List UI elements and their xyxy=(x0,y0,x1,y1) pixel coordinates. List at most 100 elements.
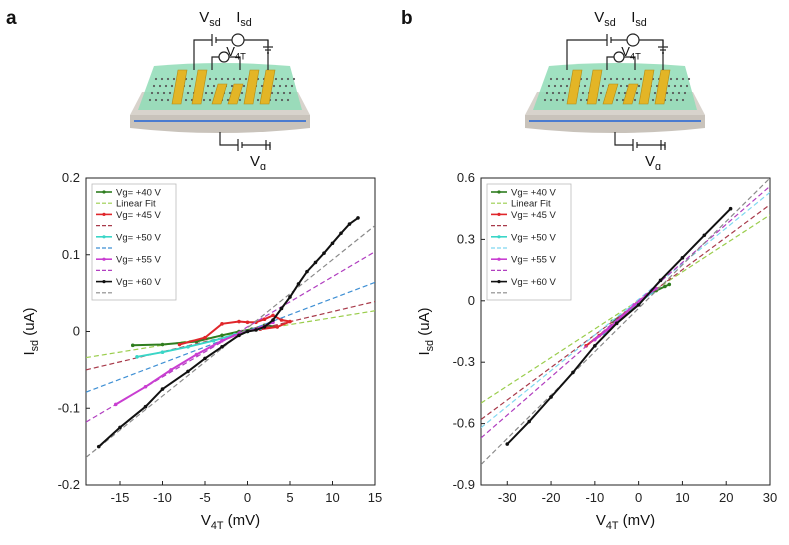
series-group xyxy=(481,178,770,465)
y-tick-label: 0 xyxy=(468,293,475,308)
data-point xyxy=(237,333,241,338)
data-point xyxy=(305,269,309,274)
data-point xyxy=(186,345,190,349)
data-point xyxy=(614,321,619,326)
substrate xyxy=(525,115,705,133)
data-point xyxy=(203,335,207,340)
panel-letter-b: b xyxy=(401,8,413,29)
y-axis-label: Isd (uA) xyxy=(416,307,436,355)
data-point xyxy=(275,325,280,329)
data-point xyxy=(96,444,101,449)
data-point xyxy=(194,352,199,357)
x-tick-label: -5 xyxy=(199,490,211,505)
data-point xyxy=(288,295,292,299)
vg-label: Vg xyxy=(645,153,661,170)
x-tick-label: 30 xyxy=(763,490,777,505)
y-tick-label: 0 xyxy=(73,324,80,339)
data-point xyxy=(262,325,267,329)
data-point xyxy=(211,338,216,343)
data-point xyxy=(636,303,641,307)
data-point xyxy=(160,350,165,355)
data-point xyxy=(680,256,685,260)
y-tick-label: -0.9 xyxy=(453,477,475,492)
legend-label: Linear Fit xyxy=(116,199,156,210)
data-point xyxy=(143,384,148,389)
data-point xyxy=(347,222,352,226)
device-schematic-b: Vsd Isd V4T Vg xyxy=(525,9,705,170)
circuit-wiring xyxy=(193,33,273,151)
y-axis-label: Isd (uA) xyxy=(21,307,41,355)
legend-label: Vg= +50 V xyxy=(116,232,162,243)
fit-line xyxy=(481,178,770,465)
gold-electrodes xyxy=(171,69,276,105)
data-point xyxy=(262,317,267,322)
y-tick-label: 0.1 xyxy=(62,247,80,262)
legend-label: Vg= +55 V xyxy=(511,255,557,266)
data-point xyxy=(220,338,224,343)
vsd-label: Vsd xyxy=(199,9,220,29)
data-point xyxy=(177,342,182,347)
iv-chart-b: -30 -20 -10 0 10 20 30 -0.9 -0.6 -0.3 0 0.3 0.6 Vg= +… xyxy=(416,170,777,532)
y-tick-label: -0.1 xyxy=(58,400,80,415)
vg-label: Vg xyxy=(250,153,266,170)
data-point xyxy=(356,216,360,220)
gold-electrodes xyxy=(566,69,671,105)
series-line xyxy=(179,314,294,346)
panel-letter-a: a xyxy=(6,8,17,29)
data-point xyxy=(169,368,173,372)
fit-line xyxy=(481,191,770,429)
data-point xyxy=(113,402,118,407)
data-point xyxy=(245,320,250,325)
x-tick-label: 15 xyxy=(368,490,382,505)
y-tick-label: -0.2 xyxy=(58,477,80,492)
x-axis-label: V4T (mV) xyxy=(596,512,655,532)
legend-label: Vg= +40 V xyxy=(511,188,557,199)
data-point xyxy=(593,344,597,348)
y-tick-label: 0.2 xyxy=(62,170,80,185)
x-tick-label: 0 xyxy=(244,490,251,505)
x-tick-label: -20 xyxy=(542,490,561,505)
data-point xyxy=(271,318,275,322)
data-point xyxy=(505,442,510,446)
device-schematic-a: Vsd Isd V4T Vg xyxy=(130,9,310,170)
isd-label: Isd xyxy=(236,9,252,29)
data-point xyxy=(339,231,343,236)
data-point xyxy=(279,306,284,311)
data-point xyxy=(296,282,301,286)
data-point xyxy=(220,333,224,338)
data-point xyxy=(130,343,135,348)
data-point xyxy=(160,342,165,347)
x-tick-label: 10 xyxy=(325,490,339,505)
data-point xyxy=(322,251,326,256)
fit-line xyxy=(481,214,770,404)
data-point xyxy=(220,322,224,326)
data-point xyxy=(288,319,292,324)
data-point xyxy=(220,345,224,349)
x-tick-label: -10 xyxy=(153,490,172,505)
data-point xyxy=(160,387,165,391)
data-point xyxy=(186,369,190,374)
data-point xyxy=(254,328,258,332)
y-tick-label: 0.3 xyxy=(457,231,475,246)
x-tick-label: -15 xyxy=(111,490,130,505)
data-point xyxy=(135,355,139,359)
data-point xyxy=(702,233,707,238)
v4t-label: V4T xyxy=(226,44,246,62)
legend-label: Linear Fit xyxy=(511,199,551,210)
iv-chart-a: -15 -10 -5 0 5 10 15 -0.2 -0.1 0 0.1 0.2 Vg= +40 VLi… xyxy=(21,170,382,532)
data-point xyxy=(658,278,663,283)
series-line xyxy=(98,217,359,448)
data-point xyxy=(667,282,672,287)
legend-label: Vg= +45 V xyxy=(511,210,557,221)
isd-label: Isd xyxy=(631,9,647,29)
legend-label: Vg= +45 V xyxy=(116,210,162,221)
x-axis-label: V4T (mV) xyxy=(201,512,260,532)
series-group xyxy=(86,216,375,458)
substrate xyxy=(130,115,310,133)
x-tick-label: -10 xyxy=(585,490,604,505)
data-point xyxy=(663,284,667,289)
x-tick-label: 20 xyxy=(719,490,733,505)
vsd-label: Vsd xyxy=(594,9,615,29)
